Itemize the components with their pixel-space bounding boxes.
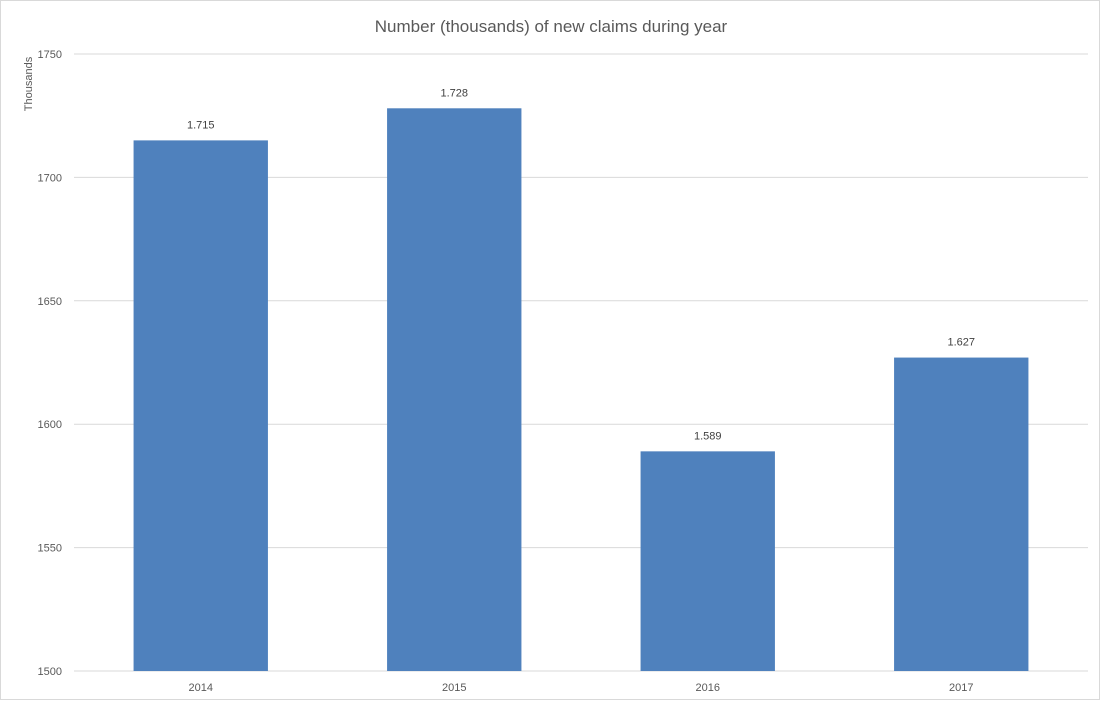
bar-2017 [894,357,1029,671]
data-label-2016: 1.589 [694,430,722,442]
data-label-2017: 1.627 [947,337,975,349]
y-tick-label: 1600 [38,419,62,431]
y-axis-ticks: 1500 1550 1600 1650 1700 1750 [38,49,62,678]
y-tick-label: 1650 [38,296,62,308]
bar-2016 [640,451,775,671]
x-tick-label: 2015 [442,682,466,694]
data-labels: 1.715 1.728 1.589 1.627 [187,87,975,442]
chart-title: Number (thousands) of new claims during … [375,17,728,36]
x-tick-label: 2016 [696,682,720,694]
x-tick-label: 2017 [949,682,973,694]
y-tick-label: 1500 [38,666,62,678]
data-label-2014: 1.715 [187,119,215,131]
bar-2014 [133,140,268,671]
y-tick-label: 1550 [38,543,62,555]
y-axis-label: Thousands [23,56,35,111]
bar-2015 [387,108,522,671]
x-axis-ticks: 2014 2015 2016 2017 [189,682,974,694]
x-tick-label: 2014 [189,682,213,694]
data-label-2015: 1.728 [440,87,468,99]
y-tick-label: 1700 [38,172,62,184]
y-tick-label: 1750 [38,49,62,61]
bars [133,108,1029,671]
